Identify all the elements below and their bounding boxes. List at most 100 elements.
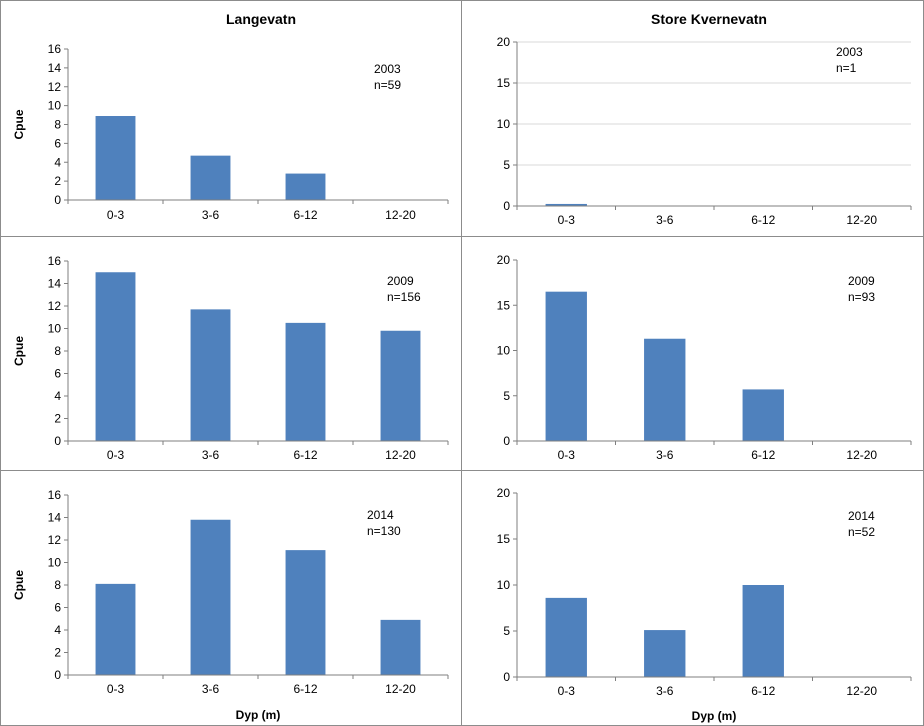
x-tick-label: 12-20 <box>846 213 877 227</box>
y-axis-label: Cpue <box>12 336 26 366</box>
bar <box>545 291 587 441</box>
x-tick-label: 12-20 <box>846 684 877 698</box>
chart-panel-langevatn-2009: 0 2 4 6 8 10 12 14 16 0-3 3-6 6-12 12-20 Cpue 2009 n=15… <box>0 236 462 471</box>
y-tick-label: 6 <box>54 601 61 615</box>
y-tick-label: 14 <box>48 511 62 525</box>
chart-svg: 0 2 4 6 8 10 12 14 16 0-3 3-6 6-12 12-20 Cpue 2009 n=15… <box>12 254 449 462</box>
bar <box>95 272 136 441</box>
x-tick-label: 3-6 <box>656 213 674 227</box>
y-tick-label: 10 <box>497 344 511 358</box>
annotation-n: n=59 <box>374 78 401 92</box>
x-tick-label: 0-3 <box>107 682 125 696</box>
y-tick-label: 14 <box>48 61 62 75</box>
y-tick-label: 2 <box>54 174 61 188</box>
y-tick-label: 5 <box>503 624 510 638</box>
bar <box>742 389 784 441</box>
x-tick-label: 12-20 <box>385 448 416 462</box>
y-tick-label: 5 <box>503 389 510 403</box>
x-tick-label: 6-12 <box>751 684 775 698</box>
x-tick-label: 12-20 <box>385 682 416 696</box>
y-axis-label: Cpue <box>12 570 26 600</box>
chart-svg: 0 2 4 6 8 10 12 14 16 0-3 3-6 6-12 12-20 Langevatn Cpu… <box>12 11 449 222</box>
y-tick-label: 0 <box>503 670 510 684</box>
y-tick-label: 6 <box>54 367 61 381</box>
x-tick-label: 6-12 <box>751 448 775 462</box>
x-tick-label: 3-6 <box>202 682 220 696</box>
y-tick-label: 0 <box>503 434 510 448</box>
bar <box>644 630 686 677</box>
y-tick-label: 4 <box>54 389 61 403</box>
bar <box>95 116 136 200</box>
annotation-n: n=130 <box>367 524 401 538</box>
x-tick-label: 6-12 <box>293 448 317 462</box>
y-tick-label: 10 <box>48 556 62 570</box>
y-tick-label: 20 <box>497 253 511 267</box>
bar <box>380 619 421 675</box>
x-tick-label: 3-6 <box>202 208 220 222</box>
annotation-year: 2014 <box>848 509 875 523</box>
bar <box>545 597 587 677</box>
bar <box>644 338 686 441</box>
chart-panel-langevatn-2003: 0 2 4 6 8 10 12 14 16 0-3 3-6 6-12 12-20 Langevatn Cpu… <box>0 0 462 237</box>
y-tick-label: 0 <box>54 668 61 682</box>
y-tick-label: 0 <box>54 193 61 207</box>
x-tick-label: 0-3 <box>107 448 125 462</box>
y-tick-label: 8 <box>54 118 61 132</box>
y-tick-label: 4 <box>54 623 61 637</box>
x-tick-label: 3-6 <box>656 684 674 698</box>
x-tick-label: 0-3 <box>558 448 576 462</box>
x-axis-label: Dyp (m) <box>236 708 281 722</box>
annotation-n: n=1 <box>836 61 857 75</box>
annotation-n: n=52 <box>848 525 875 539</box>
bar <box>545 203 587 206</box>
x-tick-label: 0-3 <box>107 208 125 222</box>
bar <box>742 585 784 677</box>
chart-panel-store-kvernevatn-2014: 0 5 10 15 20 0-3 3-6 6-12 12-20 Dyp (m) 2014 n=52 <box>461 470 924 726</box>
x-axis-label: Dyp (m) <box>692 709 737 723</box>
annotation-year: 2009 <box>387 274 414 288</box>
y-tick-label: 10 <box>497 578 511 592</box>
y-tick-label: 2 <box>54 646 61 660</box>
x-tick-label: 6-12 <box>293 682 317 696</box>
y-tick-label: 15 <box>497 298 511 312</box>
chart-svg: 0 5 10 15 20 0-3 3-6 6-12 12-20 Store Kvernevatn 2… <box>497 11 912 227</box>
y-tick-label: 10 <box>497 117 511 131</box>
y-tick-label: 5 <box>503 158 510 172</box>
y-tick-label: 10 <box>48 322 62 336</box>
y-tick-label: 15 <box>497 76 511 90</box>
bar <box>285 322 326 441</box>
y-tick-label: 10 <box>48 99 62 113</box>
bar <box>380 330 421 441</box>
y-axis-label: Cpue <box>12 109 26 139</box>
annotation-n: n=156 <box>387 290 421 304</box>
x-tick-label: 12-20 <box>385 208 416 222</box>
chart-svg: 0 5 10 15 20 0-3 3-6 6-12 12-20 2009 n=93 <box>497 253 912 462</box>
x-tick-label: 3-6 <box>202 448 220 462</box>
annotation-year: 2003 <box>836 45 863 59</box>
x-tick-label: 12-20 <box>846 448 877 462</box>
annotation-year: 2009 <box>848 274 875 288</box>
y-tick-label: 6 <box>54 136 61 150</box>
chart-svg: 0 2 4 6 8 10 12 14 16 0-3 3-6 6-12 12-20 Cpue Dyp (m) 2… <box>12 488 449 722</box>
y-tick-label: 20 <box>497 486 511 500</box>
bar <box>190 309 231 441</box>
y-tick-label: 12 <box>48 533 62 547</box>
y-tick-label: 8 <box>54 344 61 358</box>
annotation-n: n=93 <box>848 290 875 304</box>
y-tick-label: 0 <box>503 199 510 213</box>
y-tick-label: 0 <box>54 434 61 448</box>
bar <box>190 519 231 675</box>
y-tick-label: 14 <box>48 277 62 291</box>
chart-panel-store-kvernevatn-2003: 0 5 10 15 20 0-3 3-6 6-12 12-20 Store Kvernevatn 2… <box>461 0 924 237</box>
y-tick-label: 2 <box>54 412 61 426</box>
x-tick-label: 6-12 <box>293 208 317 222</box>
y-tick-label: 4 <box>54 155 61 169</box>
y-tick-label: 16 <box>48 254 62 268</box>
bar <box>95 583 136 675</box>
y-tick-label: 8 <box>54 578 61 592</box>
y-tick-label: 16 <box>48 488 62 502</box>
annotation-year: 2003 <box>374 62 401 76</box>
bar <box>190 155 231 200</box>
x-tick-label: 0-3 <box>558 684 576 698</box>
